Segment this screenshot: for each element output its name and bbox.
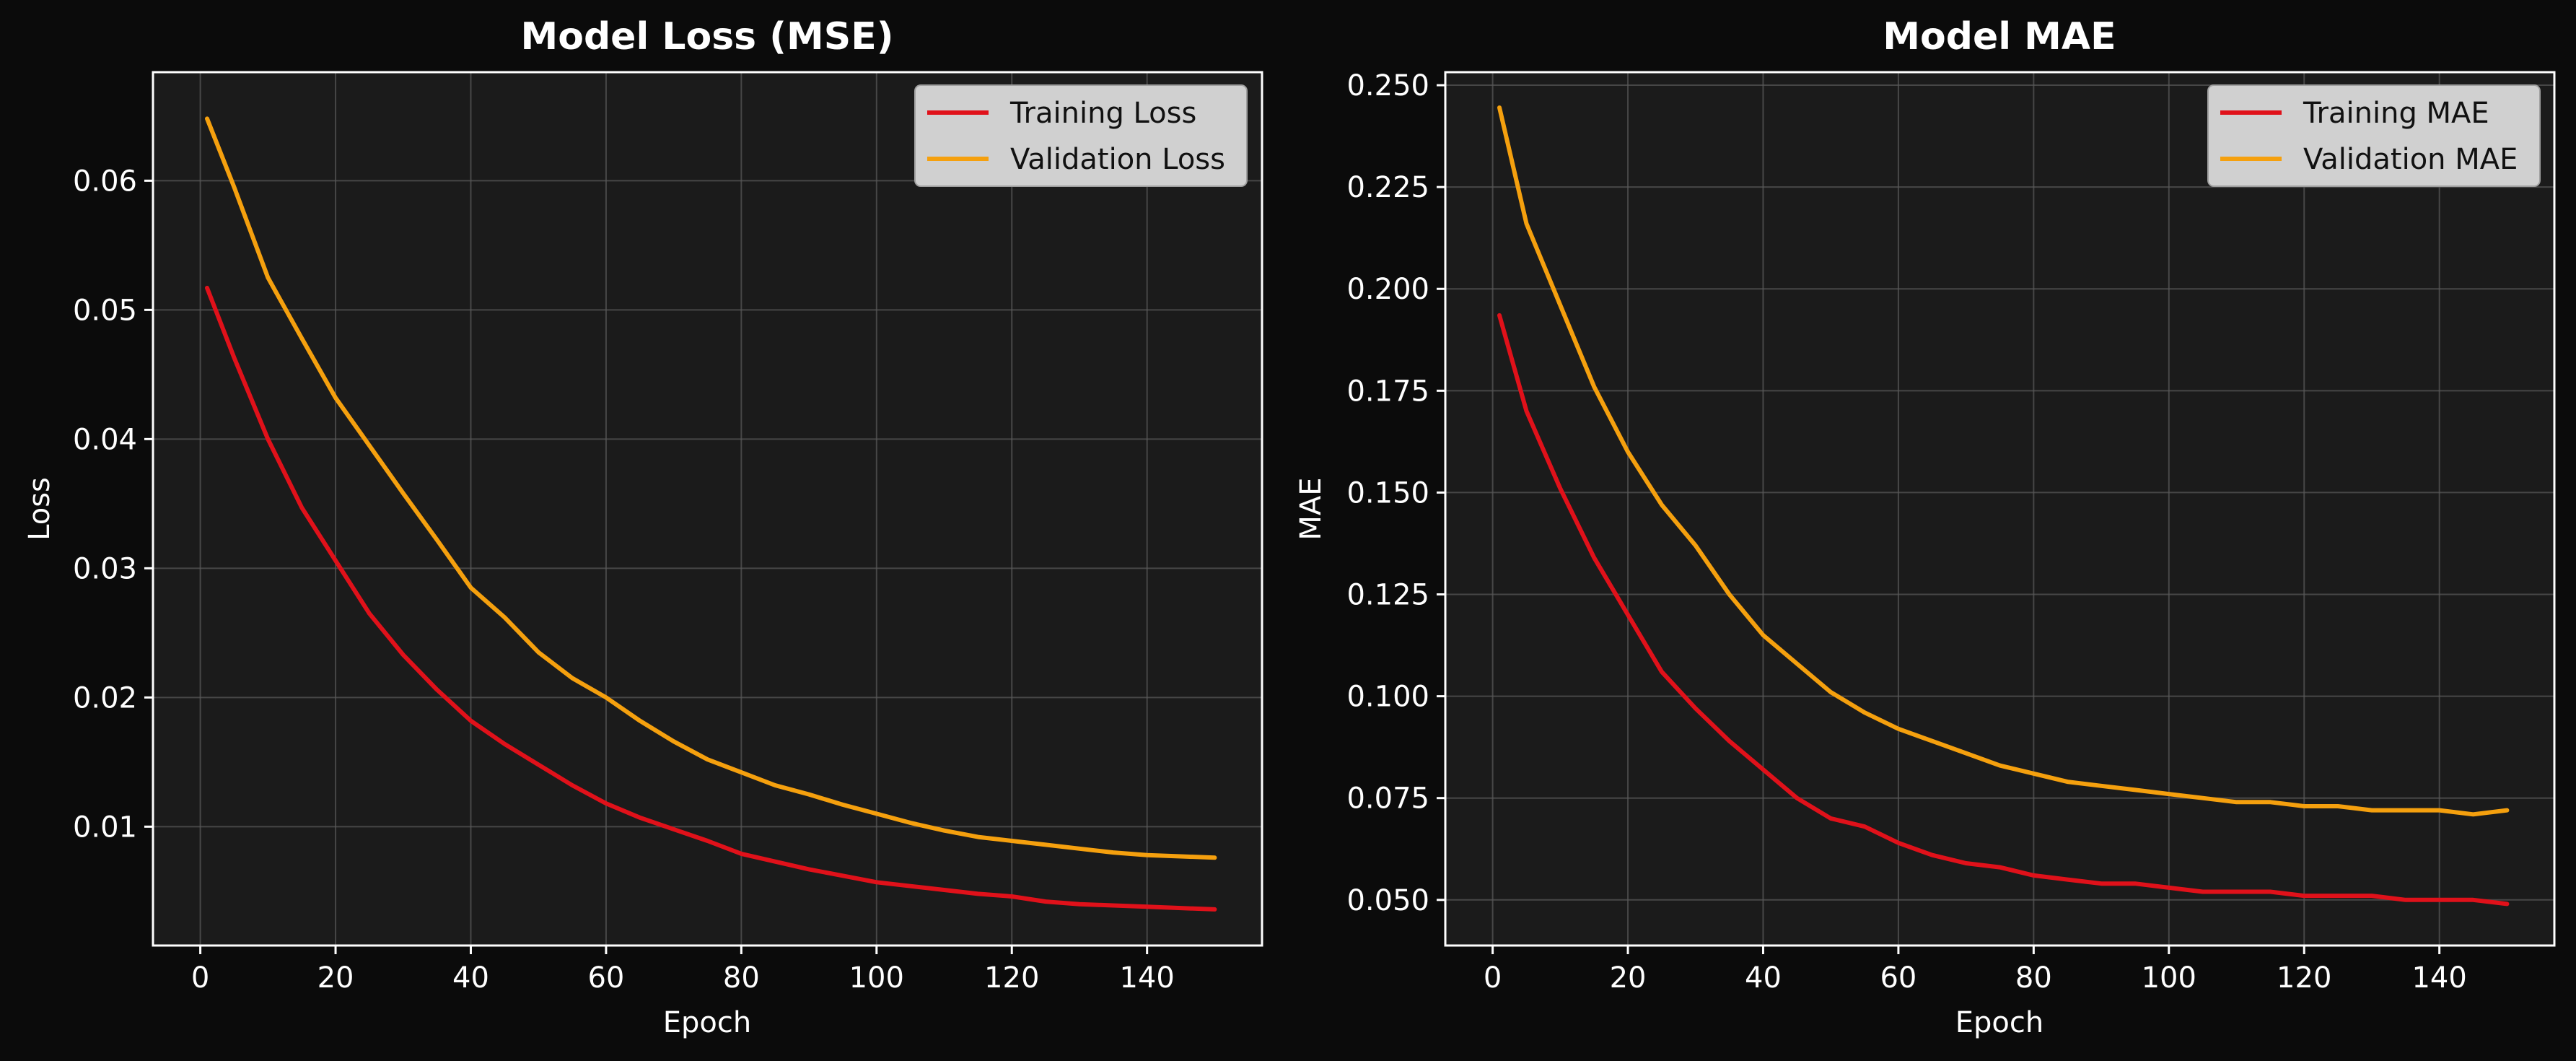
series-line-validation-loss [205, 116, 1217, 860]
y-axis-ticks: 0.01 0.02 0.03 0.04 0.05 0.06 [73, 165, 153, 844]
x-tick-label: 40 [1745, 961, 1782, 995]
axes-frame [152, 71, 1263, 947]
x-tick-label: 20 [317, 961, 354, 995]
y-tick-label: 0.225 [1346, 171, 1429, 204]
y-tick-label: 0.200 [1346, 273, 1429, 306]
x-tick-label: 40 [452, 961, 489, 995]
y-tick-label: 0.175 [1346, 375, 1429, 408]
series-lines [205, 116, 1217, 912]
x-tick-label: 60 [587, 961, 624, 995]
y-tick-label: 0.150 [1346, 476, 1429, 510]
y-tick-label: 0.250 [1346, 69, 1429, 102]
series-lines [1497, 105, 2510, 907]
x-axis-label: Epoch [1955, 1006, 2043, 1039]
x-tick-label: 20 [1610, 961, 1647, 995]
y-axis-label: MAE [1294, 477, 1328, 540]
x-tick-label: 60 [1880, 961, 1916, 995]
series-line-validation-mae [1497, 105, 2510, 817]
x-tick-label: 100 [849, 961, 904, 995]
x-axis-label: Epoch [663, 1006, 751, 1039]
y-tick-label: 0.04 [73, 423, 137, 456]
legend: Training Loss Validation Loss [914, 84, 1248, 187]
y-tick-label: 0.05 [73, 294, 137, 327]
legend-label-training: Training Loss [1009, 97, 1196, 130]
y-tick-label: 0.01 [73, 811, 137, 844]
legend-label-training: Training MAE [2303, 97, 2489, 130]
x-tick-label: 0 [1484, 961, 1502, 995]
x-tick-label: 120 [2277, 961, 2331, 995]
y-tick-label: 0.050 [1346, 884, 1429, 917]
plot-area [153, 72, 1262, 946]
chart-title: Model MAE [1883, 15, 2116, 58]
legend-box [2207, 84, 2541, 187]
x-tick-label: 100 [2142, 961, 2196, 995]
y-tick-label: 0.100 [1346, 681, 1429, 714]
y-tick-label: 0.06 [73, 165, 137, 198]
legend-box [914, 84, 1248, 187]
x-tick-label: 120 [984, 961, 1039, 995]
chart-loss: Model Loss (MSE) 0 20 40 60 80 100 120 140 0.01… [23, 15, 1263, 1039]
x-axis-ticks: 0 20 40 60 80 100 120 140 [191, 946, 1175, 995]
x-tick-label: 140 [1119, 961, 1174, 995]
axes-frame [1444, 71, 2556, 947]
series-line-training-loss [205, 285, 1217, 912]
y-tick-label: 0.03 [73, 552, 137, 585]
legend-label-validation: Validation MAE [2303, 143, 2518, 176]
grid-lines [153, 72, 1262, 946]
series-line-training-mae [1497, 313, 2510, 907]
x-tick-label: 140 [2411, 961, 2466, 995]
legend-label-validation: Validation Loss [1010, 143, 1225, 176]
y-tick-label: 0.125 [1346, 579, 1429, 612]
chart-mae: Model MAE 0 20 40 60 80 100 120 140 0.0500.0750… [1294, 15, 2556, 1039]
plot-area [1445, 72, 2554, 946]
y-axis-label: Loss [23, 477, 56, 541]
chart-title: Model Loss (MSE) [520, 15, 893, 58]
legend: Training MAE Validation MAE [2207, 84, 2541, 187]
x-tick-label: 0 [191, 961, 209, 995]
y-tick-label: 0.075 [1346, 782, 1429, 816]
y-axis-ticks: 0.050 0.075 0.100 0.125 0.150 0.175 0.200 0.225… [1346, 69, 1445, 917]
x-tick-label: 80 [2015, 961, 2052, 995]
y-tick-label: 0.02 [73, 681, 137, 715]
x-axis-ticks: 0 20 40 60 80 100 120 140 [1484, 946, 2467, 995]
x-tick-label: 80 [723, 961, 760, 995]
